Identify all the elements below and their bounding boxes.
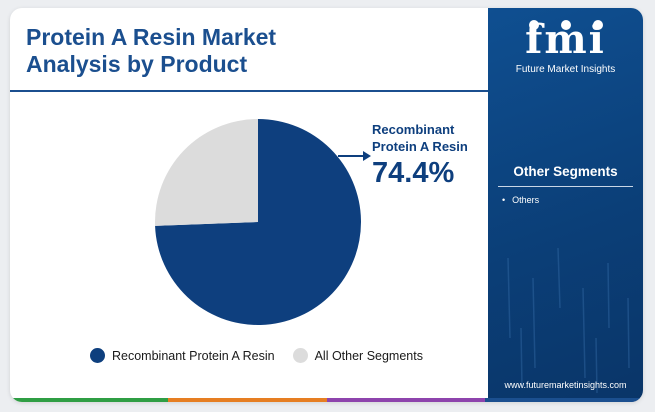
bottom-bar-purple	[326, 398, 485, 402]
logo-icons	[529, 20, 603, 30]
other-segments-title: Other Segments	[513, 164, 618, 179]
logo-subtitle: Future Market Insights	[515, 64, 616, 75]
bottom-bar-green	[10, 398, 169, 402]
callout-arrow-head	[363, 151, 371, 161]
sidebar-texture	[507, 247, 630, 394]
legend-item-recombinant: Recombinant Protein A Resin	[90, 348, 275, 363]
legend-swatch-other	[292, 348, 308, 363]
segment-item-others: Others	[502, 195, 539, 205]
legend-label-other: All Other Segments	[314, 348, 423, 363]
chart-card: Protein A Resin Market Analysis by Produ…	[10, 8, 643, 402]
pie-slice-other	[155, 119, 258, 226]
bottom-bar-blue	[484, 398, 643, 402]
chart-legend: Recombinant Protein A Resin All Other Se…	[90, 348, 441, 363]
page-title: Protein A Resin Market Analysis by Produ…	[26, 24, 277, 77]
pie-chart	[155, 119, 371, 325]
legend-swatch-recombinant	[90, 348, 105, 363]
other-segments-divider	[498, 186, 633, 187]
callout: Recombinant Protein A Resin 74.4%	[372, 121, 492, 190]
bottom-bar-orange	[168, 398, 327, 402]
callout-value: 74.4%	[372, 157, 455, 189]
legend-item-other: All Other Segments	[292, 348, 423, 363]
website-url[interactable]: www.futuremarketinsights.com	[504, 380, 627, 390]
title-divider	[10, 90, 488, 92]
logo-wordmark: fmi	[525, 16, 606, 63]
sidebar-panel: fmi Future Market Insights Other Segment…	[488, 8, 643, 402]
bottom-color-bar	[10, 398, 643, 402]
callout-label: Recombinant Protein A Resin	[372, 122, 468, 154]
other-segments-list: Others	[502, 195, 539, 205]
fmi-logo: fmi Future Market Insights	[488, 18, 643, 76]
legend-label-recombinant: Recombinant Protein A Resin	[112, 348, 275, 363]
pie-slice-recombinant	[155, 119, 361, 325]
